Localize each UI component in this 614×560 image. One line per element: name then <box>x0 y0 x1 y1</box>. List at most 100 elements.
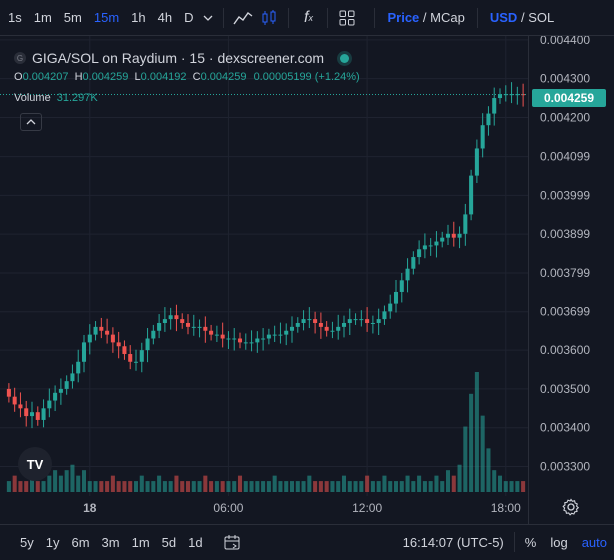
candle-body <box>128 354 133 362</box>
timeframe-1m[interactable]: 1m <box>33 10 52 25</box>
candle-body <box>18 404 23 409</box>
volume-legend: Volume 31.297K <box>14 92 98 104</box>
volume-bar <box>53 470 58 492</box>
candle-body <box>133 361 139 363</box>
candle-body <box>203 326 208 331</box>
chevron-down-icon[interactable] <box>199 5 217 31</box>
usd-option[interactable]: USD <box>489 10 518 25</box>
candle-body <box>197 326 202 328</box>
sol-option[interactable]: SOL <box>528 10 555 25</box>
candle-body <box>347 319 352 323</box>
candle-body <box>87 334 92 343</box>
tradingview-logo[interactable]: TV <box>18 447 52 481</box>
candle-body <box>451 233 456 238</box>
candle-body <box>422 245 427 250</box>
volume-bar <box>480 415 485 492</box>
volume-bar <box>157 475 162 492</box>
price-mcap-toggle[interactable]: Price / MCap <box>381 10 470 25</box>
volume-bar <box>330 481 335 492</box>
line-chart-icon[interactable] <box>230 5 256 31</box>
range-3m[interactable]: 3m <box>101 535 120 550</box>
volume-bar <box>214 481 219 492</box>
volume-bar <box>35 481 40 492</box>
candle-body <box>463 214 468 234</box>
toolbar-divider <box>288 7 290 28</box>
candle-body <box>457 233 462 238</box>
candle-body <box>237 338 243 343</box>
candle-body <box>41 408 46 420</box>
timeframe-D[interactable]: D <box>184 10 194 25</box>
x-tick-label: 12:00 <box>352 501 382 515</box>
volume-bar <box>353 481 358 492</box>
candle-body <box>76 361 81 374</box>
range-5d[interactable]: 5d <box>161 535 177 550</box>
y-tick-label: 0.004400 <box>540 36 590 47</box>
x-tick-label: 18 <box>83 501 97 515</box>
y-tick-label: 0.003400 <box>540 421 590 435</box>
candle-body <box>99 326 104 331</box>
candle-body <box>24 408 29 417</box>
volume-bar <box>12 475 17 492</box>
auto-scale-toggle[interactable]: auto <box>581 534 607 550</box>
layout-grid-icon[interactable] <box>334 5 360 31</box>
candle-body <box>359 319 364 321</box>
volume-bar <box>18 481 23 492</box>
range-1d[interactable]: 1d <box>188 535 203 550</box>
candle-body <box>515 94 520 96</box>
volume-bar <box>197 481 202 492</box>
candle-body <box>474 148 479 176</box>
range-6m[interactable]: 6m <box>71 535 90 550</box>
collapse-legend-button[interactable] <box>20 113 42 131</box>
log-toggle[interactable]: log <box>550 534 568 550</box>
volume-bar <box>307 475 312 492</box>
goto-date-icon[interactable] <box>219 530 245 556</box>
volume-bar <box>180 481 185 492</box>
currency-toggle[interactable]: USD / SOL <box>484 10 560 25</box>
candle-body <box>492 98 497 114</box>
mcap-option[interactable]: MCap <box>430 10 465 25</box>
price-option[interactable]: Price <box>387 10 420 25</box>
volume-bar <box>492 470 497 492</box>
range-1y[interactable]: 1y <box>45 535 60 550</box>
candlestick-icon[interactable] <box>256 5 282 31</box>
range-5y[interactable]: 5y <box>20 535 34 550</box>
volume-bar <box>168 481 173 492</box>
percent-toggle[interactable]: % <box>524 534 537 550</box>
candle-body <box>209 330 214 335</box>
volume-bar <box>237 475 243 492</box>
candle-body <box>157 322 162 331</box>
timeframe-1h[interactable]: 1h <box>131 10 146 25</box>
volume-bar <box>474 372 479 492</box>
volume-bar <box>341 475 347 492</box>
timeframe-1s[interactable]: 1s <box>8 10 22 25</box>
volume-bar <box>278 481 283 492</box>
candle-body <box>382 311 387 320</box>
volume-bar <box>301 481 306 492</box>
timeframe-15m[interactable]: 15m <box>93 10 120 25</box>
price-chart[interactable]: 0.004400 0.004300 0.004200 0.004099 0.003999… <box>0 36 614 524</box>
volume-bar <box>133 481 139 492</box>
timezone-clock[interactable]: 16:14:07 (UTC-5) <box>402 534 504 550</box>
volume-bar <box>272 475 277 492</box>
candle-body <box>191 326 196 328</box>
candle-body <box>417 249 422 258</box>
close-value: 0.004259 <box>200 71 247 83</box>
candle-body <box>47 400 52 409</box>
bottom-right-controls: 16:14:07 (UTC-5) % log auto <box>393 525 614 559</box>
candle-body <box>469 175 474 215</box>
volume-bar <box>110 475 115 492</box>
volume-bar <box>266 481 271 492</box>
range-1m[interactable]: 1m <box>131 535 150 550</box>
settings-gear-icon[interactable] <box>560 496 582 518</box>
volume-bar <box>521 481 526 492</box>
candle-body <box>434 241 439 246</box>
timeframe-5m[interactable]: 5m <box>63 10 82 25</box>
volume-bar <box>29 475 35 492</box>
volume-bar <box>58 475 63 492</box>
symbol-title: GIGA/SOL on Raydium · 15 · dexscreener.c… <box>32 50 325 66</box>
timeframe-4h[interactable]: 4h <box>157 10 173 25</box>
volume-bar <box>318 481 323 492</box>
volume-bar <box>116 481 121 492</box>
